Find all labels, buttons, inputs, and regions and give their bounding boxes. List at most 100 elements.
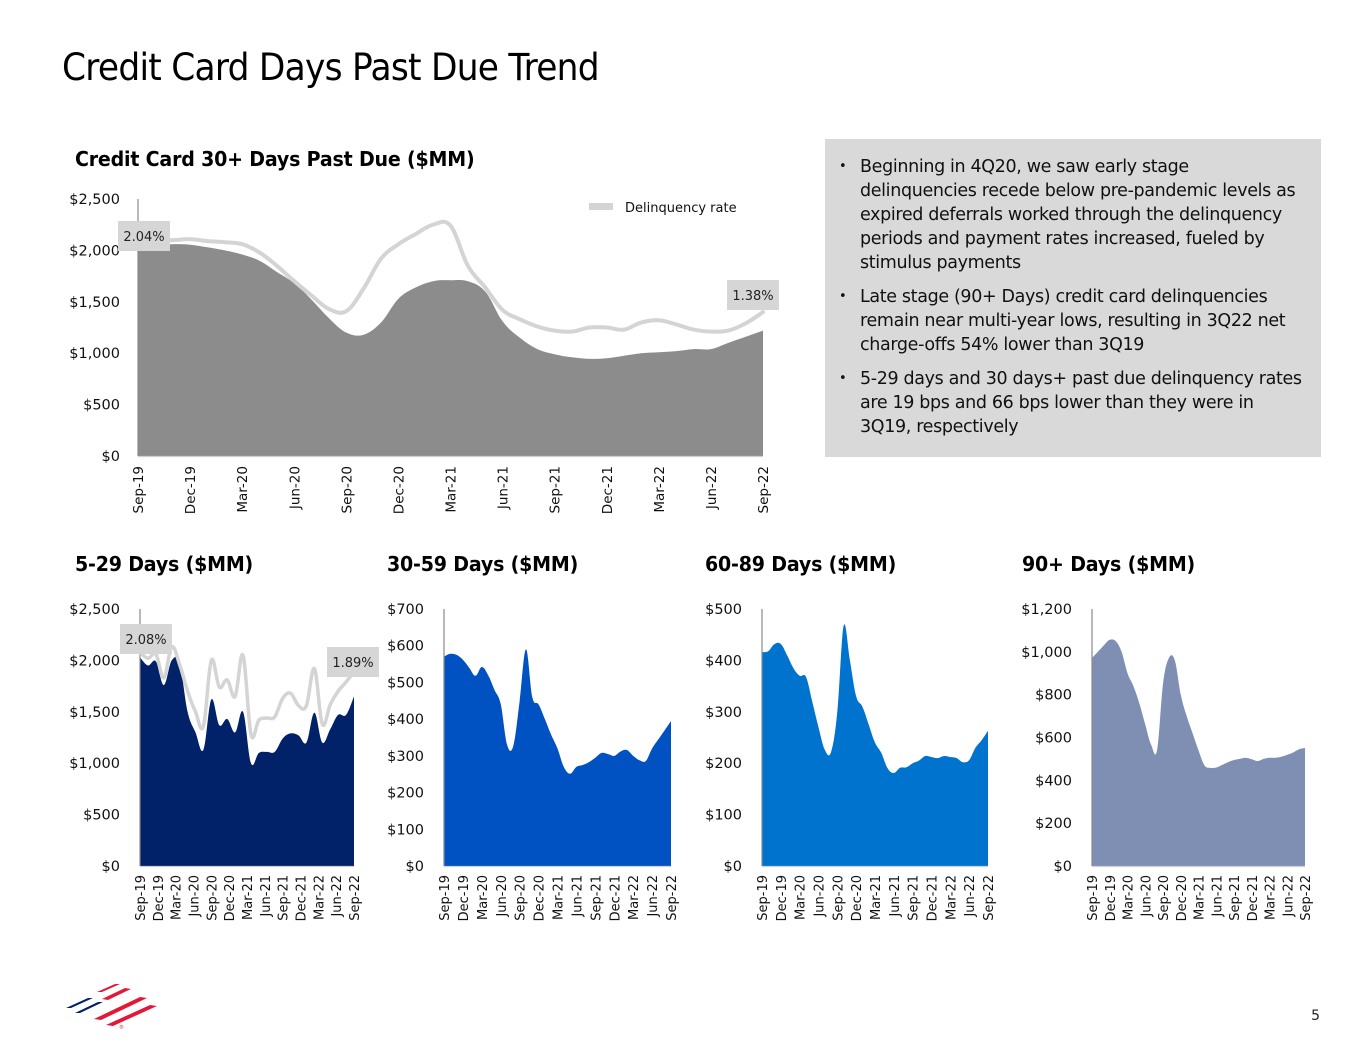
x-tick-label: Dec-20 xyxy=(391,466,407,514)
commentary-bullet: 5-29 days and 30 days+ past due delinque… xyxy=(839,367,1303,439)
x-tick-label: Jun-20 xyxy=(1139,875,1154,918)
y-tick-label: $1,500 xyxy=(69,705,120,721)
x-tick-label: Dec-19 xyxy=(1104,875,1119,921)
chart-d30_59: $0 $100 $200 $300 $400 $500 $600 $700 Sep-19 Dec-… xyxy=(387,602,680,921)
x-tick-label: Dec-19 xyxy=(775,875,790,921)
y-tick-label: $0 xyxy=(406,859,424,875)
x-tick-label: Dec-20 xyxy=(223,875,238,921)
legend-swatch xyxy=(589,203,613,210)
x-tick-label: Sep-22 xyxy=(982,875,997,921)
commentary-bullet: Late stage (90+ Days) credit card delinq… xyxy=(839,285,1303,357)
x-tick-label: Sep-21 xyxy=(277,875,292,921)
x-tick-label: Mar-22 xyxy=(312,875,327,920)
x-tick-label: Sep-19 xyxy=(756,875,771,921)
registered-mark: ® xyxy=(119,1024,124,1030)
x-tick-label: Dec-19 xyxy=(152,875,167,921)
x-tick-label: Dec-21 xyxy=(926,875,941,921)
y-tick-label: $1,000 xyxy=(69,756,120,772)
area-series-d30_59 xyxy=(444,649,671,866)
chart-title-60-89: 60-89 Days ($MM) xyxy=(705,552,897,576)
x-tick-label: Dec-20 xyxy=(850,875,865,921)
chart-title-main: Credit Card 30+ Days Past Due ($MM) xyxy=(75,147,475,171)
x-tick-label: Sep-21 xyxy=(907,875,922,921)
x-tick-label: Dec-21 xyxy=(1246,875,1261,921)
commentary-bullet: Beginning in 4Q20, we saw early stage de… xyxy=(839,155,1303,275)
x-tick-label: Jun-20 xyxy=(188,875,203,918)
rate-callout-label: 1.89% xyxy=(332,656,373,671)
y-tick-label: $2,500 xyxy=(69,192,120,208)
x-tick-label: Mar-21 xyxy=(552,875,567,920)
y-tick-label: $1,000 xyxy=(69,346,120,362)
x-tick-label: Dec-21 xyxy=(295,875,310,921)
x-tick-label: Dec-21 xyxy=(600,466,616,514)
area-series-d90_plus xyxy=(1092,639,1305,866)
y-tick-label: $100 xyxy=(387,822,424,838)
x-tick-label: Mar-22 xyxy=(1264,875,1279,920)
x-tick-label: Sep-20 xyxy=(831,875,846,921)
x-tick-label: Dec-20 xyxy=(533,875,548,921)
area-series-main xyxy=(138,244,763,456)
x-tick-label: Sep-20 xyxy=(514,875,529,921)
x-tick-label: Jun-22 xyxy=(646,875,661,918)
y-tick-label: $500 xyxy=(387,675,424,691)
y-tick-label: $300 xyxy=(387,749,424,765)
rate-callout-box xyxy=(327,647,379,677)
commentary-list: Beginning in 4Q20, we saw early stage de… xyxy=(839,155,1303,439)
y-tick-label: $400 xyxy=(1035,773,1072,789)
x-tick-label: Jun-22 xyxy=(1281,875,1296,918)
y-tick-label: $500 xyxy=(83,808,120,824)
x-tick-label: Mar-20 xyxy=(476,875,491,920)
x-tick-label: Dec-20 xyxy=(1175,875,1190,921)
x-tick-label: Sep-19 xyxy=(1086,875,1101,921)
logo-stripes-red xyxy=(94,984,157,1026)
rate-callout-box xyxy=(727,280,779,310)
x-tick-label: Sep-22 xyxy=(348,875,363,921)
y-tick-label: $800 xyxy=(1035,688,1072,704)
y-tick-label: $200 xyxy=(705,756,742,772)
x-tick-label: Sep-21 xyxy=(1228,875,1243,921)
x-tick-label: Jun-21 xyxy=(570,875,585,918)
delinquency-rate-line xyxy=(138,644,356,740)
x-tick-label: Sep-20 xyxy=(339,466,355,514)
legend-label: Delinquency rate xyxy=(625,201,737,216)
y-tick-label: $500 xyxy=(83,398,120,414)
y-tick-label: $200 xyxy=(1035,816,1072,832)
x-tick-label: Mar-21 xyxy=(1193,875,1208,920)
y-tick-label: $400 xyxy=(387,712,424,728)
chart-title-30-59: 30-59 Days ($MM) xyxy=(387,552,579,576)
x-tick-label: Mar-21 xyxy=(869,875,884,920)
area-series-d5_29 xyxy=(140,656,354,866)
x-tick-label: Sep-19 xyxy=(134,875,149,921)
y-tick-label: $500 xyxy=(705,602,742,618)
x-tick-label: Sep-20 xyxy=(1157,875,1172,921)
x-tick-label: Sep-19 xyxy=(131,466,147,514)
x-tick-label: Sep-22 xyxy=(756,466,772,514)
x-tick-label: Mar-21 xyxy=(241,875,256,920)
rate-callout-label: 2.04% xyxy=(123,230,164,245)
logo-stripes-blue xyxy=(66,998,103,1013)
y-tick-label: $0 xyxy=(1054,859,1072,875)
x-tick-label: Mar-20 xyxy=(235,466,251,513)
chart-d60_89: $0 $100 $200 $300 $400 $500 Sep-19 Dec-19 Mar-20… xyxy=(705,602,997,921)
y-tick-label: $600 xyxy=(387,639,424,655)
x-tick-label: Jun-22 xyxy=(704,466,720,510)
chart-title-5-29: 5-29 Days ($MM) xyxy=(75,552,254,576)
delinquency-rate-line xyxy=(136,219,765,334)
x-tick-label: Dec-21 xyxy=(608,875,623,921)
x-tick-label: Mar-22 xyxy=(652,466,668,513)
x-tick-label: Mar-20 xyxy=(1122,875,1137,920)
y-tick-label: $1,500 xyxy=(69,295,120,311)
y-tick-label: $400 xyxy=(705,653,742,669)
x-tick-label: Mar-20 xyxy=(794,875,809,920)
x-tick-label: Jun-20 xyxy=(287,466,303,510)
x-tick-label: Jun-21 xyxy=(1210,875,1225,918)
page-number: 5 xyxy=(1311,1008,1320,1024)
x-tick-label: Sep-22 xyxy=(1299,875,1314,921)
x-tick-label: Mar-21 xyxy=(444,466,460,513)
chart-d5_29: $0 $500 $1,000 $1,500 $2,000 $2,500 2.08% 1.89%… xyxy=(69,602,379,921)
x-tick-label: Mar-20 xyxy=(170,875,185,920)
x-tick-label: Sep-21 xyxy=(548,466,564,514)
area-series-d60_89 xyxy=(762,624,988,866)
